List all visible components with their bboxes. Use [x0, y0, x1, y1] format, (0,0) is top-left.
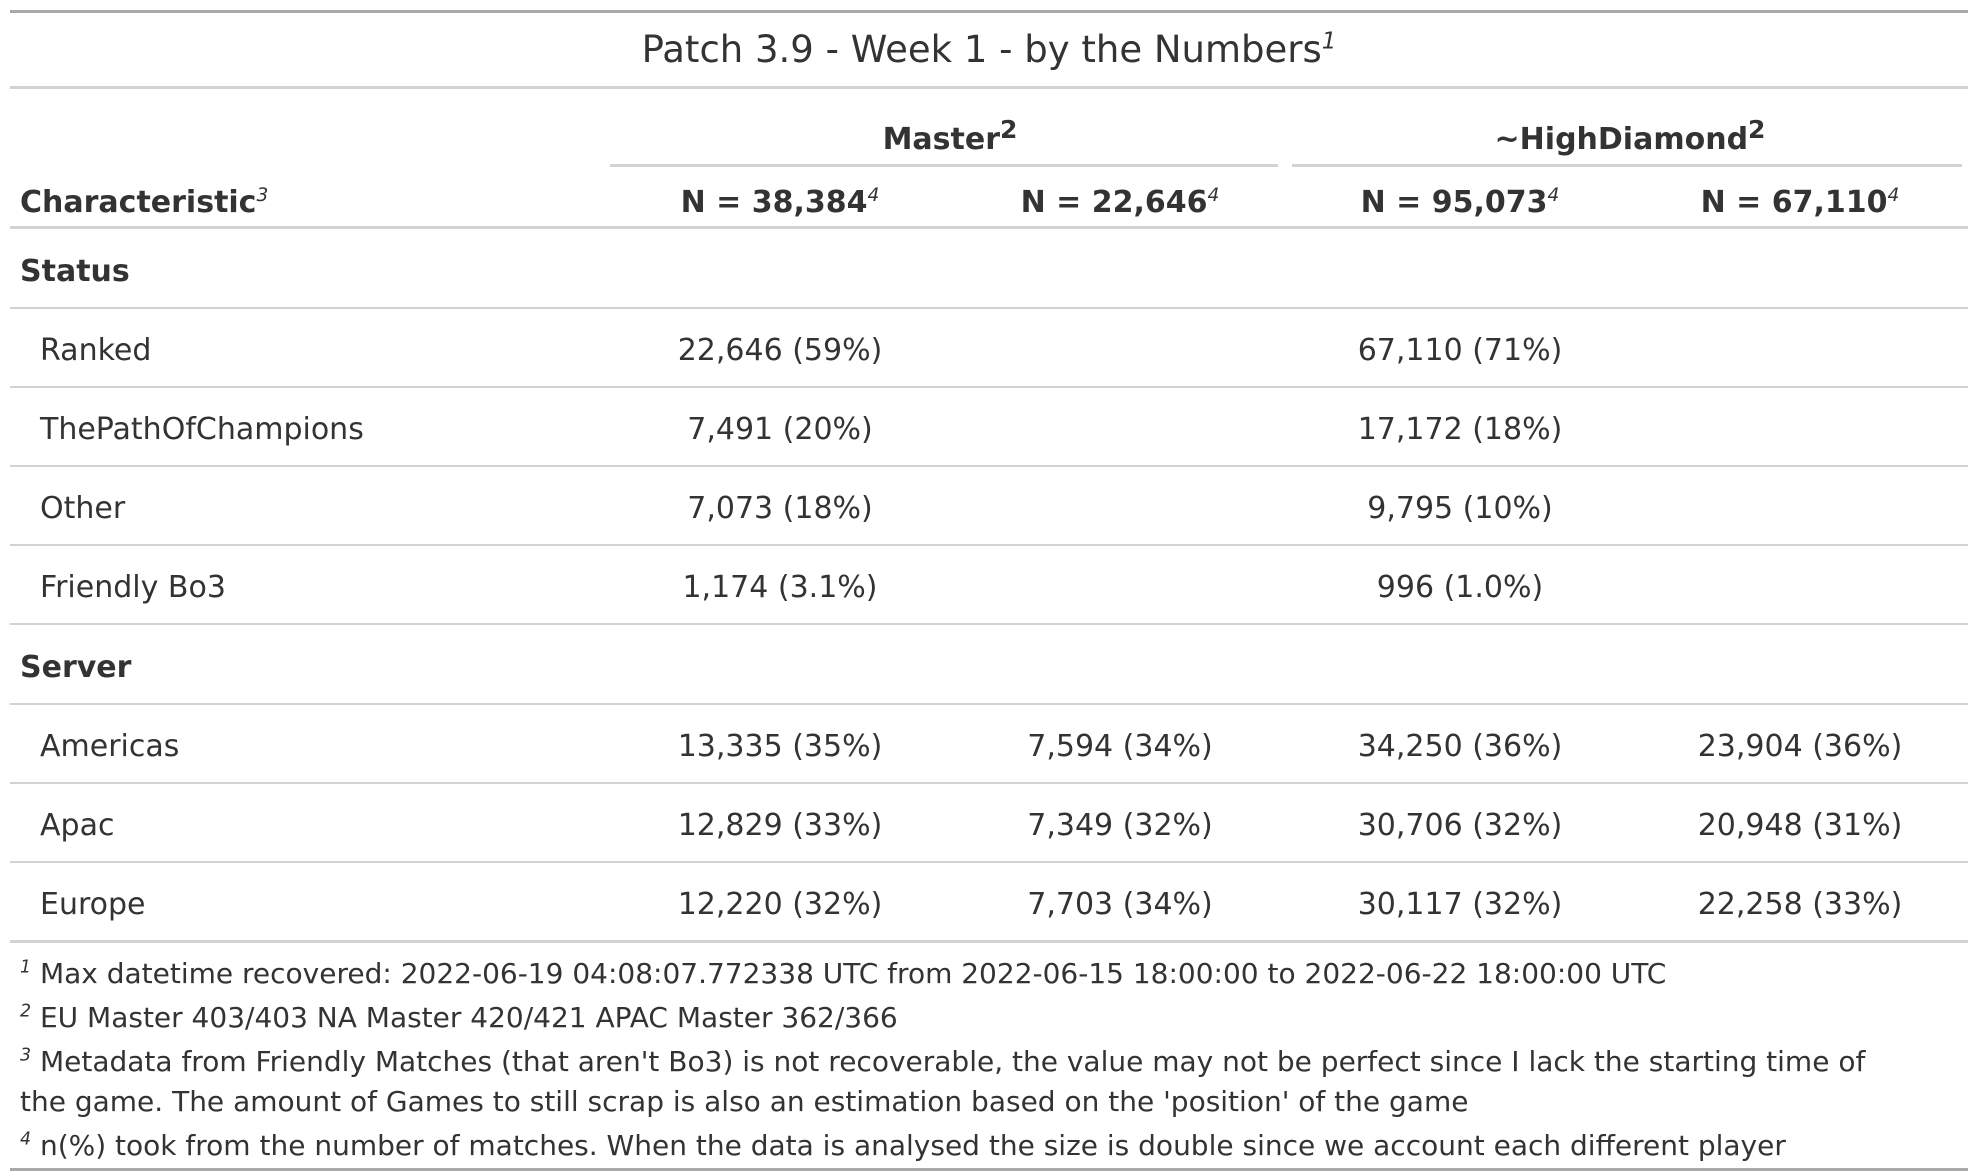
row-divider	[10, 623, 1968, 625]
table-title: Patch 3.9 - Week 1 - by the Numbers1	[641, 28, 1337, 71]
row-divider	[10, 544, 1968, 546]
row-label: Americas	[40, 729, 180, 764]
table-cell: 12,220 (32%)	[677, 887, 883, 922]
table-cell: 7,073 (18%)	[687, 491, 873, 526]
table-cell: 7,594 (34%)	[1027, 729, 1213, 764]
column-header-n-highdiamond-2: N = 67,1104	[1700, 185, 1900, 220]
row-divider	[10, 307, 1968, 309]
table-cell: 9,795 (10%)	[1367, 491, 1553, 526]
table-cell: 12,829 (33%)	[677, 808, 883, 843]
table-top-border	[10, 10, 1968, 13]
row-divider	[10, 465, 1968, 467]
table-cell: 30,117 (32%)	[1357, 887, 1563, 922]
spanner-highdiamond: ~HighDiamond2	[1494, 115, 1766, 157]
column-header-characteristic: Characteristic3	[20, 185, 269, 220]
row-label: Europe	[40, 887, 146, 922]
table-cell: 7,491 (20%)	[687, 412, 873, 447]
table-cell: 20,948 (31%)	[1697, 808, 1903, 843]
row-label: ThePathOfChampions	[40, 412, 364, 447]
column-header-n-master-2: N = 22,6464	[1020, 185, 1220, 220]
footnote-4: 4 n(%) took from the number of matches. …	[20, 1129, 1786, 1162]
table-cell: 17,172 (18%)	[1357, 412, 1563, 447]
spanner-master: Master2	[882, 115, 1018, 157]
spanner-highdiamond-underline	[1292, 164, 1962, 167]
header-divider	[10, 226, 1968, 229]
title-divider	[10, 86, 1968, 89]
row-label: Friendly Bo3	[40, 570, 226, 605]
row-divider	[10, 782, 1968, 784]
footnote-2: 2 EU Master 403/403 NA Master 420/421 AP…	[20, 1001, 898, 1034]
table-cell: 22,646 (59%)	[677, 333, 883, 368]
row-divider	[10, 386, 1968, 388]
table-body-bottom-border	[10, 940, 1968, 943]
table-cell: 7,349 (32%)	[1027, 808, 1213, 843]
table-cell: 23,904 (36%)	[1697, 729, 1903, 764]
row-divider	[10, 703, 1968, 705]
table-cell: 1,174 (3.1%)	[682, 570, 878, 605]
group-label-server: Server	[20, 650, 132, 685]
table-cell: 67,110 (71%)	[1357, 333, 1563, 368]
row-label: Apac	[40, 808, 115, 843]
table-cell: 30,706 (32%)	[1357, 808, 1563, 843]
title-footnote-marker: 1	[1321, 28, 1337, 55]
column-header-n-highdiamond-1: N = 95,0734	[1360, 185, 1560, 220]
spanner-master-underline	[610, 164, 1278, 167]
table-cell: 34,250 (36%)	[1357, 729, 1563, 764]
table-cell: 7,703 (34%)	[1027, 887, 1213, 922]
row-label: Ranked	[40, 333, 152, 368]
table-cell: 22,258 (33%)	[1697, 887, 1903, 922]
footnote-3: 3 Metadata from Friendly Matches (that a…	[20, 1045, 1866, 1118]
row-divider	[10, 861, 1968, 863]
footnote-1: 1 Max datetime recovered: 2022-06-19 04:…	[20, 957, 1667, 990]
table-bottom-border	[10, 1168, 1968, 1171]
table-cell: 996 (1.0%)	[1376, 570, 1544, 605]
group-label-status: Status	[20, 254, 130, 289]
table-cell: 13,335 (35%)	[677, 729, 883, 764]
row-label: Other	[40, 491, 126, 526]
column-header-n-master-1: N = 38,3844	[680, 185, 880, 220]
